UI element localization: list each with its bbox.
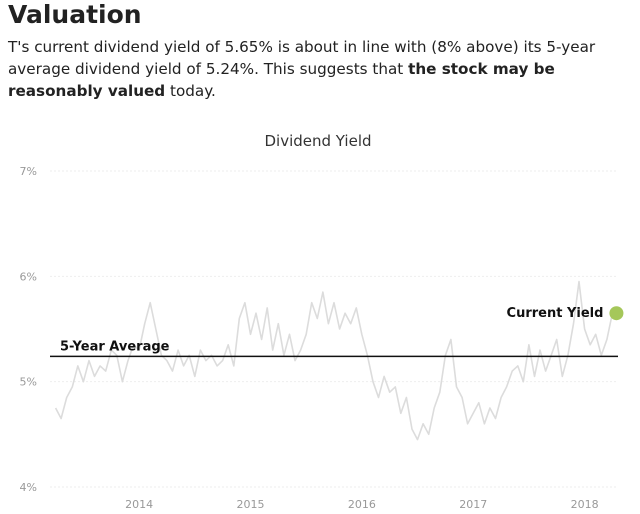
dividend-yield-chart: Dividend Yield 7% 6% 5% 4% 2014 2015 2016 2017…: [20, 132, 624, 511]
summary-emphasis: the stock may be reasonably valued: [8, 60, 555, 100]
average-label: 5-Year Average: [60, 339, 170, 354]
x-axis-ticks: 2014 2015 2016 2017 2018: [125, 498, 598, 511]
summary-text-end: today.: [165, 82, 216, 100]
current-yield: Current Yield: [507, 306, 624, 321]
x-tick-label: 2016: [348, 498, 376, 511]
x-tick-label: 2018: [571, 498, 599, 511]
summary-text: T's current dividend yield of 5.65% is a…: [8, 38, 596, 78]
chart-title: Dividend Yield: [264, 132, 371, 150]
current-yield-dot: [609, 306, 624, 321]
y-axis-ticks: 7% 6% 5% 4%: [20, 165, 37, 494]
x-tick-label: 2017: [459, 498, 487, 511]
section-heading: Valuation: [8, 0, 142, 29]
y-tick-label: 7%: [20, 165, 37, 178]
valuation-summary: T's current dividend yield of 5.65% is a…: [8, 36, 632, 102]
yield-history-line: [54, 280, 614, 441]
y-tick-label: 5%: [20, 376, 37, 389]
y-tick-label: 4%: [20, 481, 37, 494]
x-tick-label: 2014: [125, 498, 153, 511]
five-year-average: 5-Year Average: [50, 339, 618, 358]
current-yield-label: Current Yield: [507, 306, 604, 321]
y-tick-label: 6%: [20, 270, 37, 283]
grid-lines: [50, 170, 618, 488]
x-tick-label: 2015: [236, 498, 264, 511]
yield-history: [54, 280, 614, 441]
